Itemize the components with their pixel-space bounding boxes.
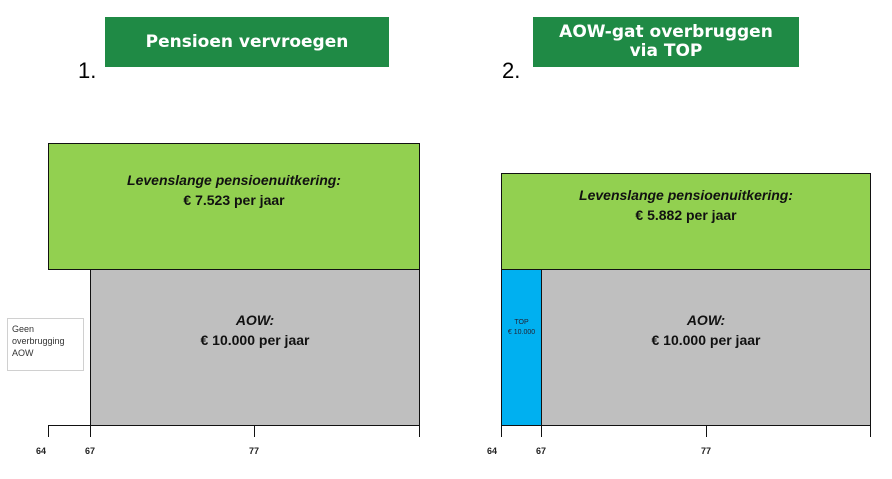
axis-tick xyxy=(541,425,542,437)
axis-tick xyxy=(90,425,91,437)
aow-label: AOW: xyxy=(235,312,275,328)
axis-tick xyxy=(419,425,420,437)
note-line: AOW xyxy=(12,348,34,358)
pension-label: Levenslange pensioenuitkering: xyxy=(127,172,341,188)
time-axis xyxy=(48,425,420,426)
aow-box: AOW: € 10.000 per jaar xyxy=(90,269,420,426)
panel-number: 2. xyxy=(502,58,521,83)
axis-tick xyxy=(501,425,502,437)
aow-value: € 10.000 per jaar xyxy=(651,332,761,348)
no-bridging-note: Geen overbrugging AOW xyxy=(7,318,84,371)
note-line: Geen xyxy=(12,324,35,334)
panel-title-banner: AOW-gat overbruggen via TOP xyxy=(533,17,799,67)
pension-box: Levenslange pensioenuitkering: € 5.882 p… xyxy=(501,173,871,270)
pension-label: Levenslange pensioenuitkering: xyxy=(579,187,793,203)
panel-number: 1. xyxy=(78,58,97,83)
time-axis xyxy=(501,425,871,426)
panel-title-line: via TOP xyxy=(629,41,703,61)
axis-tick xyxy=(254,425,255,437)
note-line: overbrugging xyxy=(12,336,65,346)
pension-box: Levenslange pensioenuitkering: € 7.523 p… xyxy=(48,143,420,270)
panel-title: Pensioen vervroegen xyxy=(145,31,349,52)
axis-tick-label: 67 xyxy=(535,446,547,456)
panel-title-banner: Pensioen vervroegen xyxy=(105,17,389,67)
top-value: € 10.000 xyxy=(507,329,536,336)
axis-tick-label: 77 xyxy=(700,446,712,456)
axis-tick-label: 64 xyxy=(35,446,47,456)
axis-tick xyxy=(706,425,707,437)
axis-tick-label: 67 xyxy=(84,446,96,456)
aow-value: € 10.000 per jaar xyxy=(200,332,310,348)
pension-value: € 5.882 per jaar xyxy=(635,207,737,223)
pension-value: € 7.523 per jaar xyxy=(183,192,285,208)
axis-tick-label: 64 xyxy=(486,446,498,456)
top-box: TOP € 10.000 xyxy=(501,269,542,426)
aow-label: AOW: xyxy=(686,312,726,328)
top-label: TOP xyxy=(514,319,529,326)
panel-title-line: AOW-gat overbruggen xyxy=(559,22,773,42)
aow-box: AOW: € 10.000 per jaar xyxy=(541,269,871,426)
axis-tick-label: 77 xyxy=(248,446,260,456)
axis-tick xyxy=(870,425,871,437)
axis-tick xyxy=(48,425,49,437)
